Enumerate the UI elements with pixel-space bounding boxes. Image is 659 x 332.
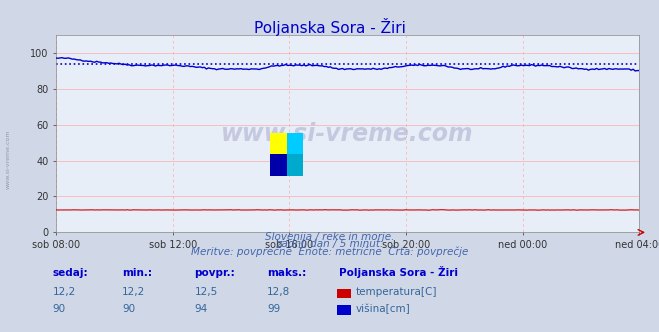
Text: Poljanska Sora - Žiri: Poljanska Sora - Žiri [339,266,459,278]
Text: 90: 90 [53,304,66,314]
Text: 99: 99 [267,304,280,314]
Bar [287,154,303,176]
Text: 12,2: 12,2 [122,288,145,297]
Text: povpr.:: povpr.: [194,268,235,278]
Text: 12,2: 12,2 [53,288,76,297]
Text: maks.:: maks.: [267,268,306,278]
Text: Meritve: povprečne  Enote: metrične  Črta: povprečje: Meritve: povprečne Enote: metrične Črta:… [191,245,468,257]
Bar [270,133,287,154]
Text: min.:: min.: [122,268,152,278]
Text: 12,8: 12,8 [267,288,290,297]
Text: 12,5: 12,5 [194,288,217,297]
Bar [270,154,287,176]
Text: temperatura[C]: temperatura[C] [356,288,438,297]
Text: sedaj:: sedaj: [53,268,88,278]
Text: višina[cm]: višina[cm] [356,304,411,314]
Text: Poljanska Sora - Žiri: Poljanska Sora - Žiri [254,18,405,36]
Text: 90: 90 [122,304,135,314]
Text: zadnji dan / 5 minut.: zadnji dan / 5 minut. [276,239,383,249]
Bar [287,133,303,154]
Text: Slovenija / reke in morje.: Slovenija / reke in morje. [265,232,394,242]
Text: www.si-vreme.com: www.si-vreme.com [5,129,11,189]
Text: 94: 94 [194,304,208,314]
Text: www.si-vreme.com: www.si-vreme.com [221,122,474,146]
